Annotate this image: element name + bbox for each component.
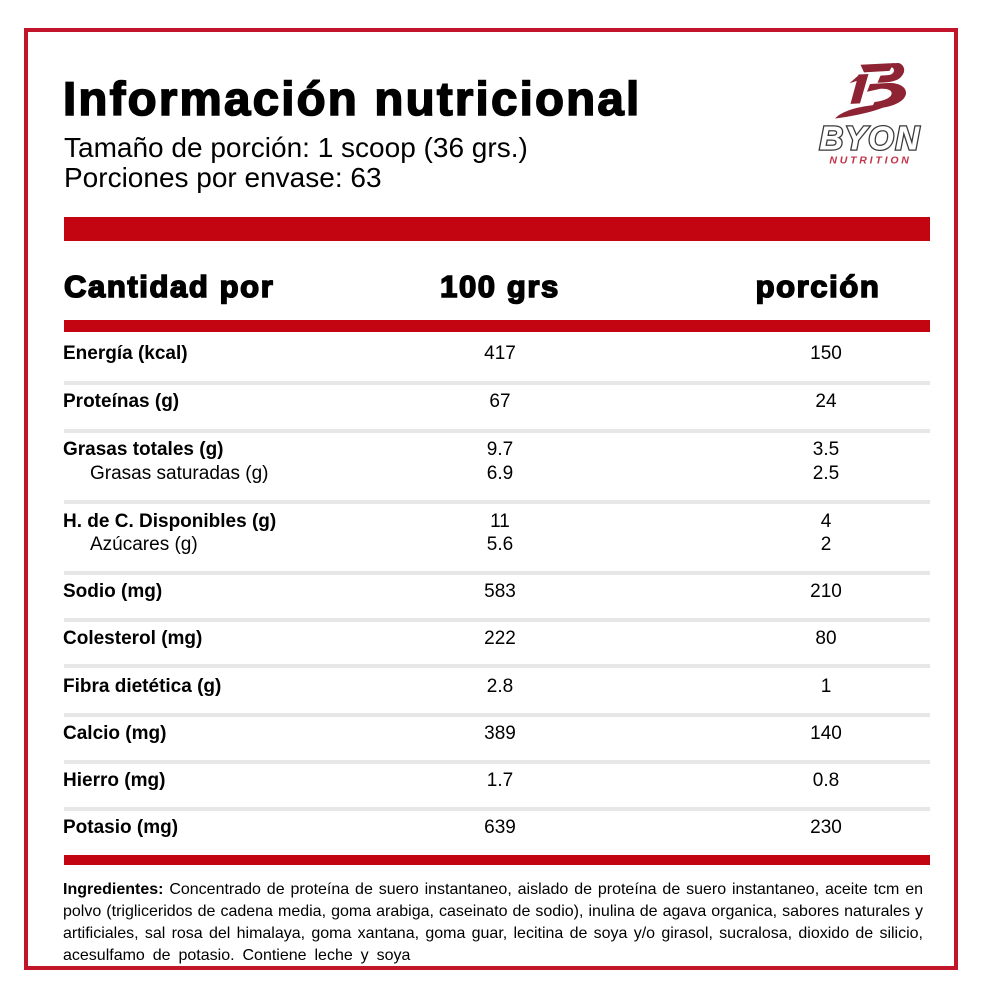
svg-text:NUTRITION: NUTRITION <box>829 155 911 167</box>
svg-text:BYON: BYON <box>819 120 920 157</box>
